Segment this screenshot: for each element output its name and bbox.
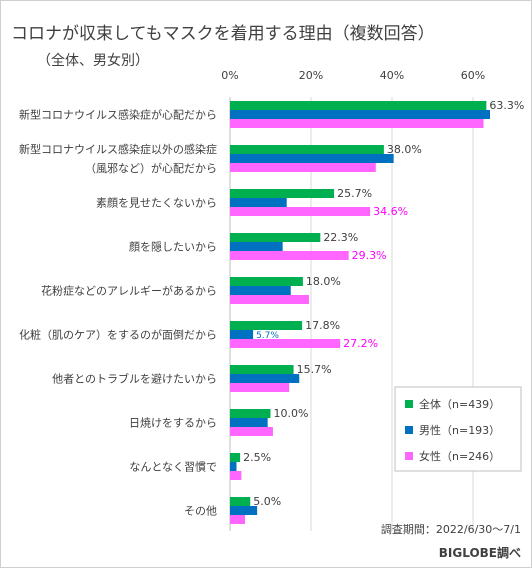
bar [230,286,291,295]
data-label: 17.8% [305,319,340,332]
bar [230,409,271,418]
bar [230,383,290,392]
bar [230,321,303,330]
bar [230,453,241,462]
bar [230,427,273,436]
bar [230,277,303,286]
bar [230,330,254,339]
data-label: 38.0% [387,143,422,156]
category-label: （風邪など）が心配だから [85,161,217,175]
x-tick-label: 0% [221,69,238,82]
bar [230,119,484,128]
survey-period-note: 調査期間：2022/6/30〜7/1 [381,522,521,536]
bar [230,251,349,260]
bar [230,145,384,154]
bar [230,374,300,383]
legend-box [394,386,522,472]
data-label: 63.3% [489,99,524,112]
data-label: 5.0% [253,495,281,508]
legend-label: 女性（n=246） [419,449,500,463]
chart-title: コロナが収束してもマスクを着用する理由（複数回答） [11,24,435,44]
bar [230,198,287,207]
category-label: 他者とのトラブルを避けたいから [52,372,217,386]
category-label: なんとなく習慣で [129,460,217,474]
category-label: 顔を隠したいから [129,240,217,254]
data-label: 5.7% [256,331,279,341]
category-label: 日焼けをするから [129,417,217,430]
data-label: 29.3% [352,249,387,262]
bar [230,515,245,524]
data-label: 34.6% [373,205,408,218]
data-label: 2.5% [243,451,271,464]
bars-layer [230,101,491,524]
bar [230,207,371,216]
category-label: 新型コロナウイルス感染症が心配だから [19,108,217,122]
bar [230,101,487,110]
x-tick-label: 40% [380,69,404,82]
data-label: 27.2% [343,337,378,350]
data-label: 25.7% [337,187,372,200]
category-label: 化粧（肌のケア）をするのが面倒だから [19,328,217,342]
data-label: 22.3% [323,231,358,244]
bar [230,339,341,348]
bar [230,154,394,163]
data-label: 10.0% [274,407,309,420]
bar [230,163,376,172]
bar [230,295,309,304]
chart-subtitle: （全体、男女別） [37,52,149,69]
bar [230,365,294,374]
x-tick-label: 60% [461,69,485,82]
legend-label: 男性（n=193） [419,423,500,437]
category-label: その他 [184,505,217,518]
category-label: 花粉症などのアレルギーがあるから [41,284,217,298]
legend-swatch [405,452,413,460]
data-label: 15.7% [297,363,332,376]
legend-swatch [405,426,413,434]
legend-swatch [405,400,413,408]
category-label: 素顔を見せたくないから [96,196,217,210]
data-label: 18.0% [306,275,341,288]
bar [230,497,251,506]
legend-label: 全体（n=439） [419,397,500,411]
bar [230,462,237,471]
bar [230,110,491,119]
bar [230,233,321,242]
bar [230,471,242,480]
source-note: BIGLOBE調べ [439,545,521,560]
bar [230,189,335,198]
bar [230,418,268,427]
bar [230,242,283,251]
legend: 全体（n=439） 男性（n=193） 女性（n=246） [394,386,522,472]
x-axis: 0% 20% 40% 60% [221,69,485,82]
data-labels: 63.3% 38.0% 25.7%34.6% 22.3% 29.3% 18.0% 17.8%… [243,99,524,508]
x-tick-label: 20% [299,69,323,82]
category-label: 新型コロナウイルス感染症以外の感染症 [19,142,217,156]
bar [230,506,258,515]
